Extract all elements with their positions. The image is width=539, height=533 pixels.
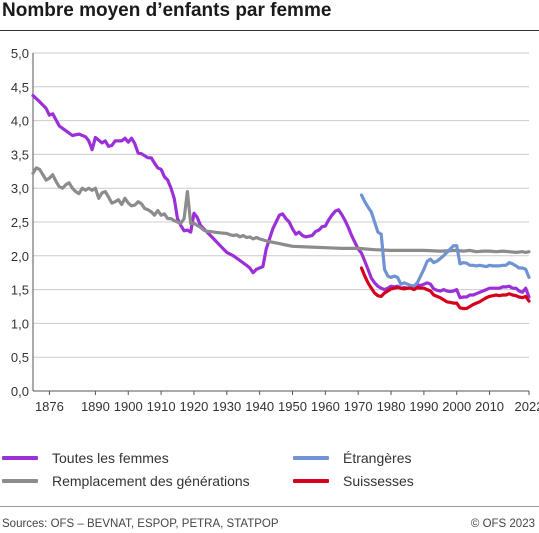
series-line-remplacement — [31, 166, 531, 254]
x-tick-label: 1910 — [147, 399, 176, 414]
legend-swatch-remplacement — [2, 479, 38, 483]
legend-label-suisses: Suissesses — [343, 473, 414, 489]
footer-rule — [0, 506, 539, 507]
source-note: Sources: OFS – BEVNAT, ESPOP, PETRA, STA… — [2, 518, 279, 530]
x-tick-label: 1876 — [35, 399, 64, 414]
fertility-chart: 0,0 0,5 1,0 1,5 2,0 2,5 3,0 3,5 4,0 4,5 5,0 1876 189… — [11, 46, 539, 414]
legend-label-toutes: Toutes les femmes — [52, 450, 169, 466]
x-tick-label: 1970 — [344, 399, 373, 414]
title-rule — [0, 30, 539, 31]
legend-item-remplacement: Remplacement des générations — [2, 473, 250, 489]
y-tick-label: 3,0 — [11, 181, 29, 196]
y-tick-label: 0,5 — [11, 350, 29, 365]
y-tick-label: 1,5 — [11, 283, 29, 298]
y-tick-label: 2,5 — [11, 215, 29, 230]
x-tick-label: 1980 — [377, 399, 406, 414]
copyright-note: © OFS 2023 — [470, 518, 535, 530]
page-title: Nombre moyen d’enfants par femme — [2, 0, 332, 21]
y-tick-label: 4,5 — [11, 80, 29, 95]
legend-label-etrangeres: Étrangères — [343, 450, 412, 466]
legend-item-toutes: Toutes les femmes — [2, 450, 169, 466]
legend-item-suisses: Suissesses — [293, 473, 414, 489]
x-tick-label: 1890 — [81, 399, 110, 414]
x-tick-label: 1960 — [311, 399, 340, 414]
x-tick-label: 1940 — [245, 399, 274, 414]
series-line-suisses — [359, 266, 531, 311]
series-line-toutes — [31, 94, 531, 300]
legend-swatch-toutes — [2, 456, 38, 460]
y-tick-label: 2,0 — [11, 249, 29, 264]
x-tick-label: 1950 — [278, 399, 307, 414]
x-tick-label: 2022 — [515, 399, 539, 414]
y-tick-label: 3,5 — [11, 147, 29, 162]
y-tick-label: 5,0 — [11, 46, 29, 61]
legend-label-remplacement: Remplacement des générations — [52, 473, 250, 489]
legend-swatch-etrangeres — [293, 456, 329, 460]
x-tick-label: 2000 — [442, 399, 471, 414]
y-tick-label: 0,0 — [11, 384, 29, 399]
x-tick-label: 1920 — [179, 399, 208, 414]
x-tick-label: 1900 — [114, 399, 143, 414]
y-tick-label: 4,0 — [11, 114, 29, 129]
y-tick-label: 1,0 — [11, 316, 29, 331]
series-line-etrangeres — [359, 193, 531, 288]
x-tick-label: 1990 — [409, 399, 438, 414]
x-tick-label: 1930 — [212, 399, 241, 414]
legend-swatch-suisses — [293, 479, 329, 483]
legend-item-etrangeres: Étrangères — [293, 450, 411, 466]
x-tick-label: 2010 — [475, 399, 504, 414]
